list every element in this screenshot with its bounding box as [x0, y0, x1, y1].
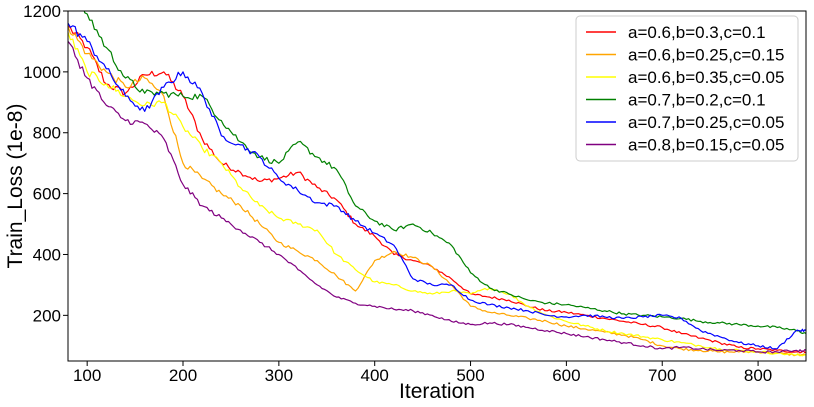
- legend-entry-5: a=0.7,b=0.25,c=0.05: [628, 113, 784, 132]
- x-tick-label: 200: [169, 366, 197, 385]
- series-line-4: [83, 11, 806, 335]
- series-line-2: [68, 26, 806, 357]
- legend-entry-4: a=0.7,b=0.2,c=0.1: [628, 91, 766, 110]
- legend-entry-6: a=0.8,b=0.15,c=0.05: [628, 136, 784, 155]
- x-tick-label: 700: [648, 366, 676, 385]
- x-tick-label: 100: [73, 366, 101, 385]
- legend-box: [575, 15, 799, 162]
- series-line-6: [68, 41, 806, 354]
- ticks-layer: 100 200 300 400 500 600 700 800 200 400 600 800 1000…: [23, 2, 772, 385]
- legend-entry-3: a=0.6,b=0.35,c=0.05: [628, 68, 784, 87]
- series-line-1: [68, 25, 806, 354]
- x-tick-label: 800: [744, 366, 772, 385]
- y-tick-label: 1200: [23, 2, 61, 21]
- y-tick-label: 800: [33, 124, 61, 143]
- x-axis-label: Iteration: [399, 380, 475, 403]
- x-tick-label: 500: [456, 366, 484, 385]
- y-tick-label: 600: [33, 185, 61, 204]
- plot-frame: [67, 10, 807, 362]
- series-line-5: [68, 22, 806, 350]
- x-tick-label: 300: [265, 366, 293, 385]
- series-layer: [68, 11, 806, 357]
- legend: a=0.6,b=0.3,c=0.1 a=0.6,b=0.25,c=0.15 a=0.…: [575, 15, 799, 162]
- y-tick-label: 1000: [23, 63, 61, 82]
- y-tick-label: 400: [33, 245, 61, 264]
- series-line-3: [68, 32, 806, 357]
- x-tick-label: 600: [552, 366, 580, 385]
- x-tick-label: 400: [361, 366, 389, 385]
- legend-entry-1: a=0.6,b=0.3,c=0.1: [628, 23, 766, 42]
- legend-entry-2: a=0.6,b=0.25,c=0.15: [628, 46, 784, 65]
- y-axis-label: Train_Loss (1e-8): [4, 104, 27, 269]
- y-tick-label: 200: [33, 306, 61, 325]
